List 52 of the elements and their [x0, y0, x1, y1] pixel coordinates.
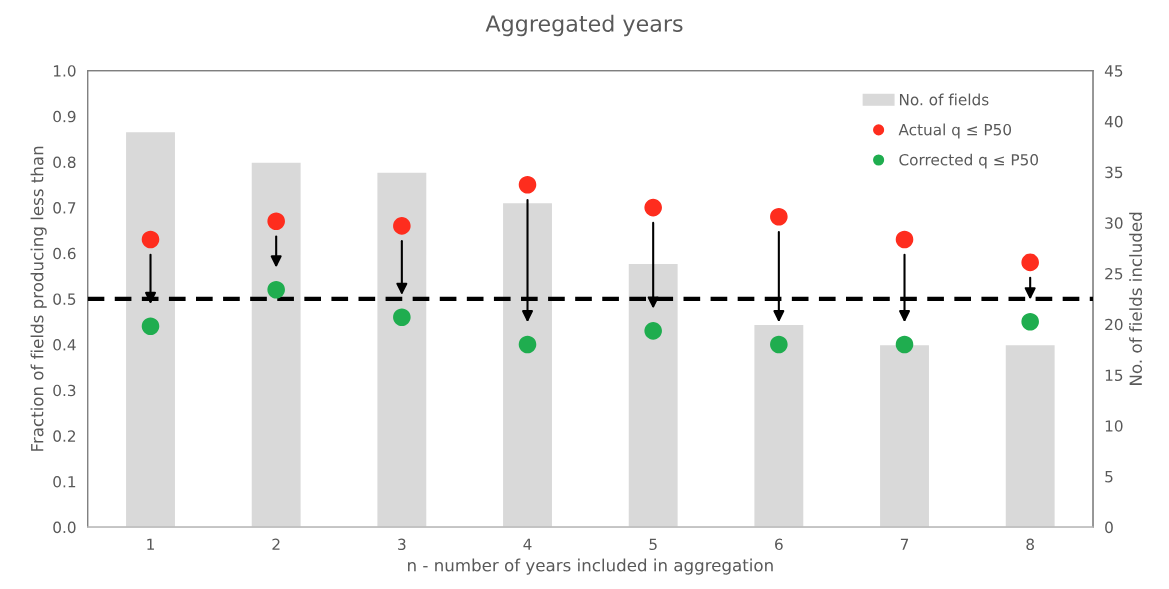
point — [1021, 312, 1039, 331]
point — [644, 322, 662, 340]
y-axis-title: Fraction of fields producing less than — [30, 146, 47, 451]
point — [518, 335, 537, 354]
y-tick-label: 0.3 — [53, 384, 76, 397]
y-tick-label: 0.2 — [53, 430, 76, 442]
y2-tick-label: 0 — [1105, 521, 1113, 534]
y2-tick-label: 20 — [1105, 318, 1123, 331]
point — [141, 230, 160, 249]
y-tick-label: 0.9 — [53, 110, 76, 123]
y2-tick-label: 45 — [1104, 65, 1123, 77]
point — [770, 335, 788, 354]
x-tick-label: 4 — [523, 538, 532, 550]
x-tick-label: 8 — [1026, 538, 1034, 551]
y2-tick-label: 30 — [1105, 217, 1123, 229]
y-tick-label: 0.4 — [53, 339, 76, 351]
x-tick-label: 5 — [649, 538, 657, 551]
x-tick-label: 1 — [147, 538, 154, 550]
legend-label: Corrected q ≤ P50 — [899, 153, 1039, 169]
point — [393, 217, 411, 235]
y2-tick-label: 40 — [1104, 115, 1123, 128]
point — [895, 230, 914, 249]
chart-title: Aggregated years — [485, 14, 683, 37]
point — [393, 308, 411, 326]
x-tick-label: 2 — [272, 538, 280, 550]
y2-tick-label: 35 — [1105, 166, 1123, 179]
y-tick-label: 1.0 — [53, 65, 76, 77]
y-tick-label: 0.7 — [53, 202, 76, 214]
legend-label: No. of fields — [899, 93, 989, 106]
point — [895, 335, 914, 354]
point — [267, 281, 285, 299]
y2-tick-label: 10 — [1105, 420, 1123, 432]
y-tick-label: 0.1 — [53, 475, 76, 488]
point — [1021, 253, 1039, 272]
legend-label: Actual q ≤ P50 — [898, 123, 1012, 139]
point — [267, 212, 285, 231]
point — [770, 207, 788, 226]
x-tick-label: 3 — [398, 538, 406, 551]
y2-tick-label: 5 — [1105, 471, 1113, 483]
y-tick-label: 0.6 — [53, 247, 76, 260]
point — [141, 317, 160, 336]
x-axis-title: n - number of years included in aggregation — [408, 558, 773, 575]
y2-tick-label: 25 — [1105, 268, 1123, 280]
point — [644, 198, 662, 217]
y-tick-label: 0.5 — [53, 293, 76, 305]
x-tick-label: 6 — [775, 538, 783, 551]
y2-axis-title: No. of fields included — [1129, 212, 1143, 385]
y-tick-label: 0.8 — [53, 156, 76, 168]
y-tick-label: 0.0 — [53, 521, 76, 534]
x-tick-label: 7 — [900, 538, 909, 550]
point — [518, 176, 537, 194]
y2-tick-label: 15 — [1105, 369, 1123, 382]
